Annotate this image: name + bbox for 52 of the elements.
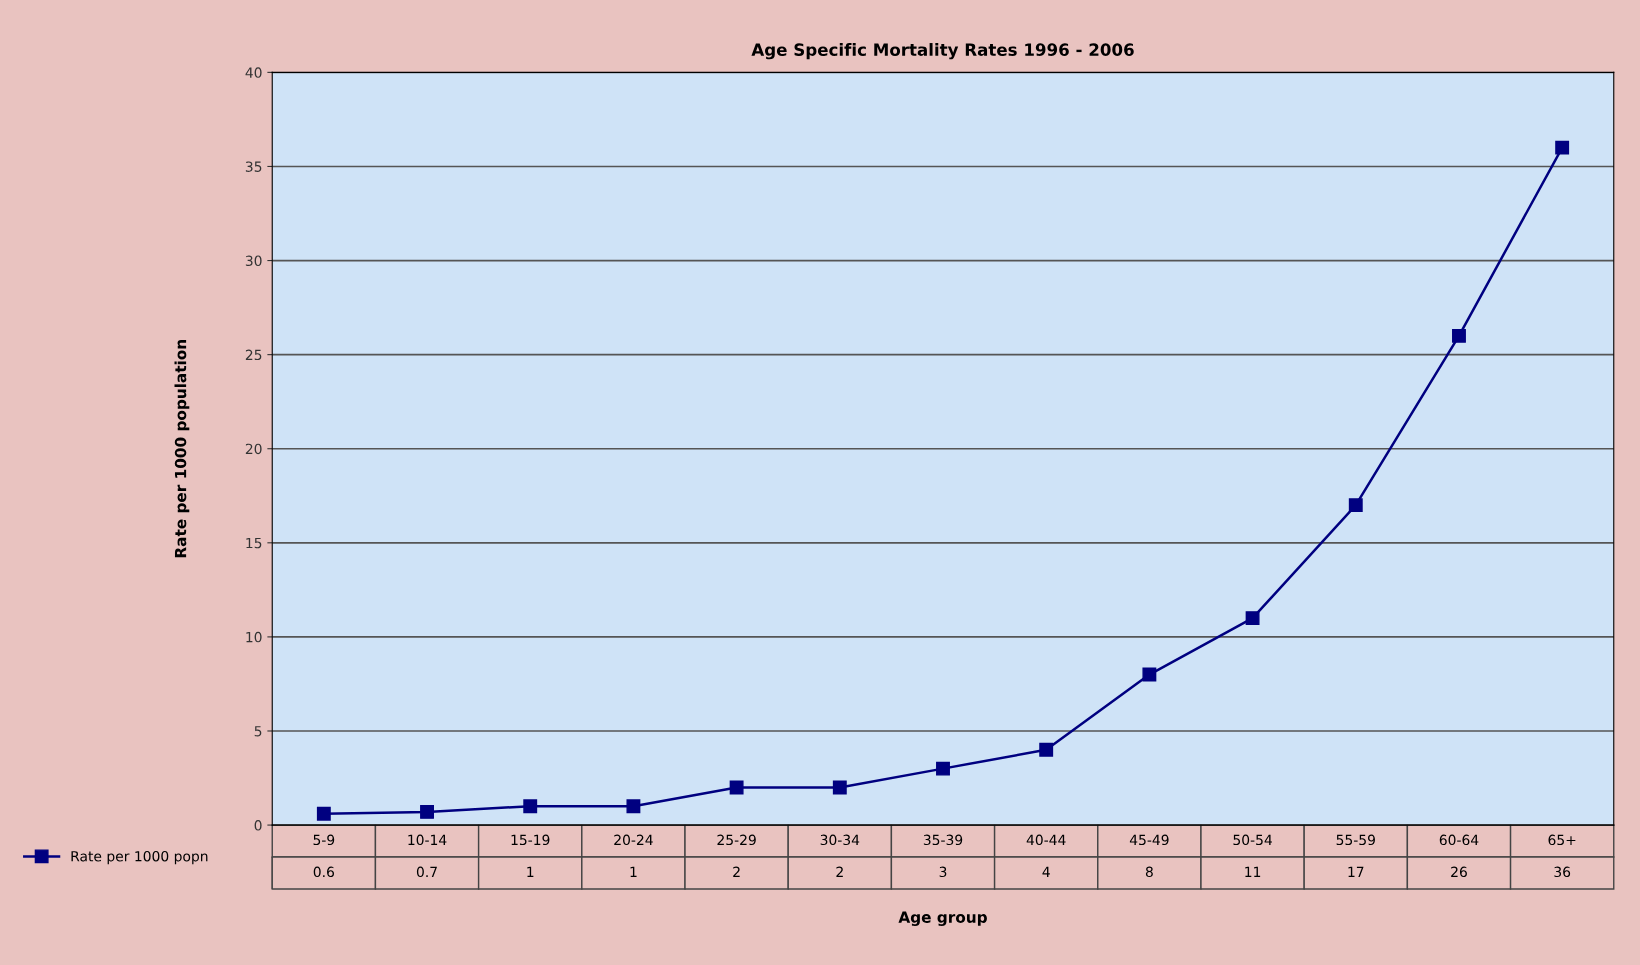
point [420,804,434,819]
x-tick-label: 30-34 [820,834,860,846]
point [1348,498,1363,513]
y-axis-title: Rate per 1000 population [174,340,190,558]
point [523,799,538,814]
data-label: 26 [1451,866,1467,878]
data-label: 11 [1245,866,1261,877]
chart-title: Age Specific Mortality Rates 1996 - 2006 [751,43,1134,60]
point [1039,742,1054,757]
x-tick-label: 65+ [1548,834,1576,846]
x-tick-label: 35-39 [923,834,963,846]
data-label: 1 [630,866,637,877]
data-label: 0.6 [313,866,335,878]
point [936,761,950,776]
y-tick-label: 30 [245,255,262,267]
data-label: 8 [1145,866,1153,878]
y-tick-label: 10 [246,631,262,643]
y-tick-label: 35 [245,161,262,172]
point [1142,667,1157,682]
point [1245,611,1260,626]
point [316,806,331,821]
data-label: 2 [836,866,843,877]
data-label: 1 [527,866,534,877]
data-label: 4 [1042,866,1050,877]
point [729,780,744,795]
data-label: 0.7 [416,866,437,878]
y-tick-label: 15 [246,537,262,549]
x-tick-label: 40-44 [1026,834,1066,846]
y-tick-label: 25 [245,349,262,361]
x-tick-label: 15-19 [511,834,550,846]
y-tick-label: 0 [254,820,262,831]
y-tick-label: 5 [254,726,262,737]
y-tick-label: 20 [245,443,262,455]
x-tick-label: 5-9 [313,834,335,846]
data-label: 36 [1554,866,1571,878]
y-tick-label: 40 [245,67,262,78]
x-tick-label: 20-24 [614,834,653,846]
point [1452,328,1466,343]
data-label: 17 [1348,866,1364,877]
x-tick-label: 60-64 [1439,834,1479,846]
point [1555,140,1570,155]
legend-label: Rate per 1000 popn [71,850,208,865]
data-label: 3 [939,866,947,878]
point [626,799,641,814]
point [832,780,847,795]
x-tick-label: 50-54 [1233,834,1272,846]
x-axis-title: Age group [898,911,987,926]
x-tick-label: 55-59 [1336,834,1375,846]
x-tick-label: 10-14 [408,834,447,846]
data-label: 2 [733,866,740,877]
x-tick-label: 45-49 [1129,834,1169,846]
x-tick-label: 25-29 [717,834,756,846]
